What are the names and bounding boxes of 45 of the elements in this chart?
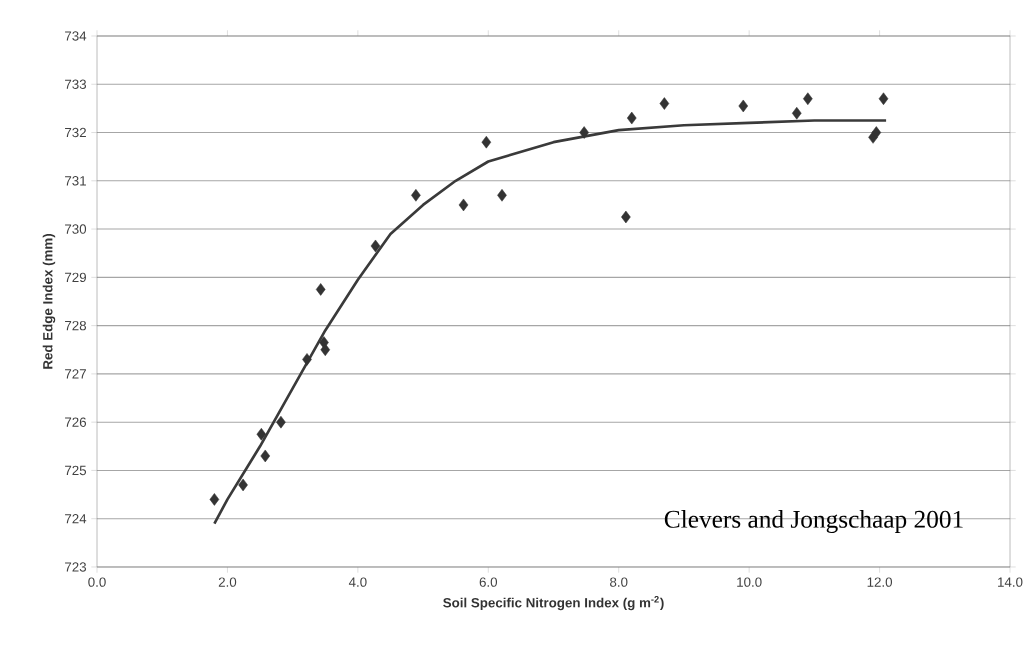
point [238,478,248,492]
x-tick-label: 8.0 [610,577,628,587]
point [791,106,802,120]
x-tick-label: 6.0 [479,577,498,587]
x-tick-label: 2.0 [218,577,237,587]
y-tick-label: 729 [65,272,86,283]
x-axis-title: Soil Specific Nitrogen Index (g m$^{-2}$) [443,595,664,611]
point [458,198,469,212]
annotation: Clevers and Jongschaap 2001 [664,510,963,534]
point [276,415,286,429]
y-tick-label: 725 [65,465,87,476]
y-tick-label: 734 [65,31,87,41]
y-tick-label: 728 [65,320,87,331]
x-tick-label: 0.0 [88,577,106,587]
point [260,449,271,463]
y-axis-title: Red Edge Index (mm) [42,234,56,369]
point [315,283,326,296]
point [803,92,813,106]
point [256,427,267,441]
y-tick-label: 727 [65,369,86,379]
y-tick-label: 730 [65,224,87,234]
point [579,126,589,139]
point [481,135,492,149]
x-tick-label: 14.0 [998,577,1023,587]
point [871,126,882,139]
point [320,343,331,357]
x-tick-label: 4.0 [348,577,367,587]
point [209,493,220,506]
point [621,210,631,224]
y-tick-label: 726 [65,417,87,427]
y-tick-label: 724 [65,514,87,524]
point [302,353,312,366]
y-tick-label: 731 [65,176,86,186]
point [659,97,670,110]
point [627,111,637,125]
point [878,92,889,106]
x-tick-label: 10.0 [737,577,762,587]
y-tick-label: 723 [65,562,87,572]
point [411,189,421,202]
point [497,189,507,202]
point [738,99,749,113]
y-tick-label: 733 [65,79,87,89]
y-tick-label: 732 [65,127,86,138]
x-tick-label: 12.0 [867,577,893,587]
point [370,239,381,253]
